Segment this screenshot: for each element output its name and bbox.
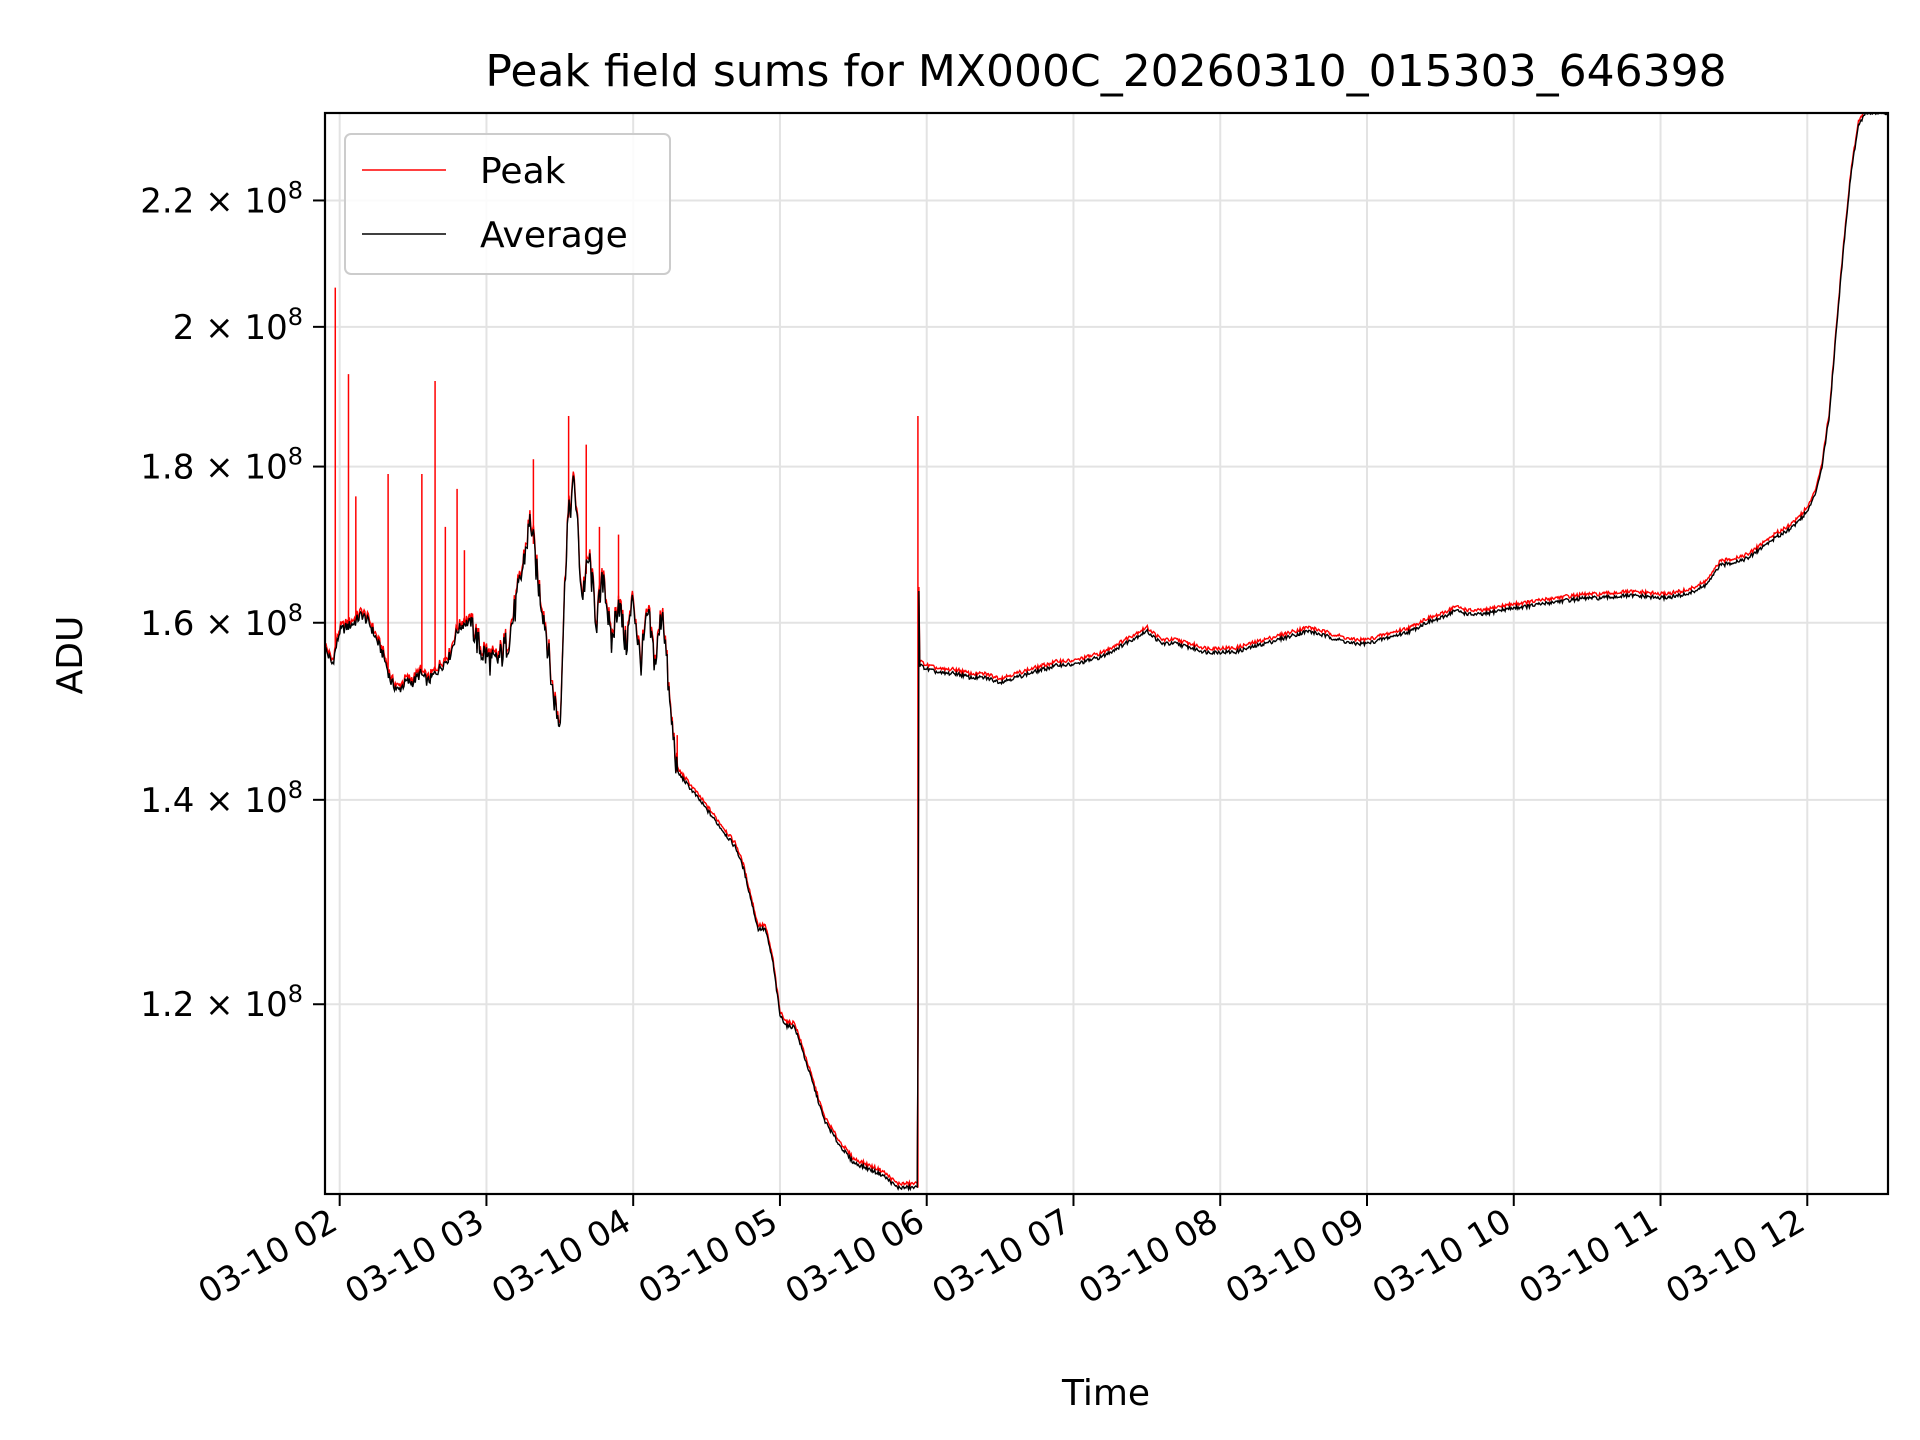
y-tick-label: 1.4 × 108 xyxy=(140,776,303,821)
y-tick-label: 2.2 × 108 xyxy=(140,176,303,221)
y-tick-label: 1.6 × 108 xyxy=(140,599,303,644)
grid-lines xyxy=(325,113,1888,1194)
y-axis: 1.2 × 108 1.4 × 108 1.6 × 108 1.8 × 108 2 × … xyxy=(140,176,325,1025)
chart-title: Peak field sums for MX000C_20260310_0153… xyxy=(485,46,1726,97)
legend-average-label: Average xyxy=(480,215,628,256)
y-axis-title: ADU xyxy=(50,616,91,695)
average-series-line xyxy=(324,111,1888,1192)
legend: Peak Average xyxy=(344,133,671,275)
data-series xyxy=(324,111,1888,1192)
y-tick-label: 2 × 108 xyxy=(173,303,303,348)
legend-peak-label: Peak xyxy=(480,151,566,192)
x-axis-title: Time xyxy=(1061,1373,1150,1414)
y-tick-label: 1.8 × 108 xyxy=(140,443,303,488)
legend-box xyxy=(344,133,671,275)
plot-frame xyxy=(323,111,1890,1196)
y-tick-label: 1.2 × 108 xyxy=(140,980,303,1025)
